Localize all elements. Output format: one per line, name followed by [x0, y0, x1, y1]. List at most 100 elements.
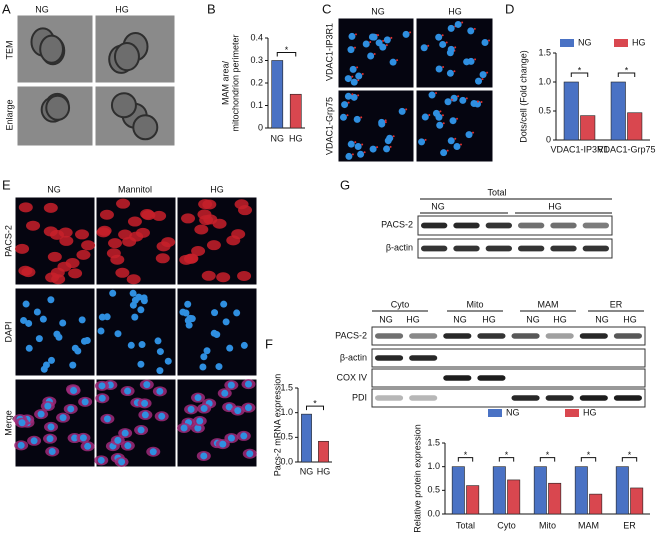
nucleus — [341, 101, 349, 109]
nucleus — [465, 131, 473, 139]
nucleus — [140, 294, 148, 302]
nucleus — [199, 363, 207, 371]
band — [375, 333, 404, 339]
dot — [442, 65, 445, 68]
dot — [439, 110, 442, 113]
nucleus — [244, 380, 252, 388]
significance-bracket — [276, 52, 297, 57]
nucleus — [59, 319, 67, 327]
panel-label: G — [340, 177, 350, 192]
y-axis-label: Pacs-2 mRNA expression — [272, 374, 282, 477]
dot — [405, 108, 408, 111]
y-axis-label: Relative protein expression — [412, 424, 422, 533]
nucleus — [127, 341, 135, 349]
cell — [231, 229, 246, 240]
nucleus — [240, 341, 248, 349]
legend-label: HG — [583, 407, 597, 417]
y-tick-label: 0.0 — [280, 456, 293, 466]
cell — [68, 268, 83, 279]
bar — [630, 487, 644, 515]
nucleus — [20, 316, 28, 324]
dot — [360, 116, 363, 119]
bar — [574, 466, 588, 515]
x-tick-label: VDAC1-Grp75 — [597, 144, 655, 154]
nucleus — [215, 363, 223, 371]
mitochondrion — [132, 114, 159, 141]
nucleus — [421, 113, 429, 121]
cell — [156, 241, 171, 252]
significance-bracket — [539, 457, 556, 462]
nucleus — [227, 434, 235, 442]
nucleus — [227, 381, 235, 389]
nucleus — [141, 399, 149, 407]
bar — [289, 93, 302, 129]
significance-bracket — [621, 457, 638, 462]
significance: * — [546, 450, 550, 460]
column-label: NG — [35, 4, 49, 14]
bar — [615, 466, 629, 515]
nucleus — [98, 313, 106, 321]
column-label: HG — [115, 4, 129, 14]
dot — [357, 79, 360, 82]
band — [485, 245, 512, 252]
bar — [533, 466, 547, 515]
nucleus — [449, 117, 457, 125]
condition-label: HG — [482, 314, 496, 324]
dot — [377, 34, 380, 37]
nucleus — [453, 143, 461, 151]
nucleus — [220, 300, 228, 308]
band — [579, 395, 608, 401]
nucleus — [194, 394, 202, 402]
nucleus — [357, 150, 365, 158]
band — [550, 222, 577, 229]
dot — [384, 121, 387, 124]
legend-label: NG — [578, 37, 592, 47]
nucleus — [362, 40, 370, 48]
cell — [51, 274, 66, 285]
band — [511, 395, 540, 401]
blot — [417, 215, 613, 236]
nucleus — [25, 344, 33, 352]
legend-label: NG — [506, 407, 520, 417]
cell — [81, 240, 96, 251]
y-tick-label: 0.5 — [538, 105, 551, 115]
nucleus — [137, 306, 145, 314]
cell — [184, 253, 199, 264]
nucleus — [440, 149, 448, 157]
y-tick-label: 1.5 — [280, 382, 293, 392]
dot — [389, 145, 392, 148]
nucleus — [428, 91, 436, 99]
nucleus — [48, 448, 56, 456]
cell — [206, 240, 221, 251]
nucleus — [103, 415, 111, 423]
significance: * — [628, 450, 632, 460]
nucleus — [447, 24, 455, 32]
band — [477, 333, 506, 339]
cell — [21, 267, 36, 278]
significance-bracket — [570, 72, 589, 77]
nucleus — [118, 458, 126, 466]
significance: * — [285, 45, 289, 55]
nucleus — [184, 300, 192, 308]
band — [518, 222, 545, 229]
dot — [428, 114, 431, 117]
nucleus — [479, 71, 487, 79]
nucleus — [200, 405, 208, 413]
nucleus — [46, 435, 54, 443]
bar — [466, 485, 480, 515]
nucleus — [44, 402, 52, 410]
dot — [351, 75, 354, 78]
nucleus — [344, 75, 352, 83]
band — [579, 333, 608, 339]
significance: * — [587, 450, 591, 460]
nucleus — [83, 337, 91, 345]
column-label: NG — [371, 6, 385, 16]
y-tick-label: 0.3 — [250, 55, 263, 65]
cell — [234, 199, 249, 210]
band — [545, 395, 574, 401]
y-tick-label: 1.0 — [427, 461, 440, 471]
nucleus — [383, 36, 391, 44]
nucleus — [137, 426, 145, 434]
band — [409, 395, 438, 401]
